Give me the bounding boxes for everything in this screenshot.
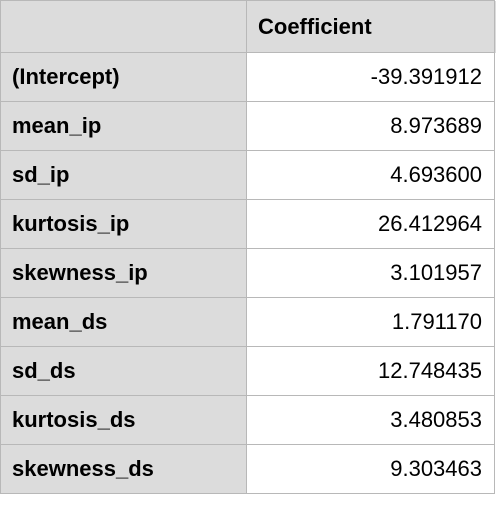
coefficient-value[interactable]: 1.791170 [246, 297, 495, 347]
row-label: (Intercept) [0, 52, 247, 102]
table-row[interactable]: (Intercept) -39.391912 [0, 52, 496, 102]
row-label: mean_ip [0, 101, 247, 151]
coefficient-value[interactable]: 3.480853 [246, 395, 495, 445]
coefficient-value[interactable]: 3.101957 [246, 248, 495, 298]
table-edge-cell [494, 101, 496, 151]
table-row[interactable]: sd_ip 4.693600 [0, 150, 496, 200]
table-row[interactable]: skewness_ip 3.101957 [0, 248, 496, 298]
coefficient-value[interactable]: 8.973689 [246, 101, 495, 151]
table-row[interactable]: kurtosis_ip 26.412964 [0, 199, 496, 249]
row-label: sd_ds [0, 346, 247, 396]
table-row[interactable]: skewness_ds 9.303463 [0, 444, 496, 494]
table-row[interactable]: kurtosis_ds 3.480853 [0, 395, 496, 445]
row-label: skewness_ds [0, 444, 247, 494]
table-row[interactable]: mean_ds 1.791170 [0, 297, 496, 347]
table-header: Coefficient [0, 0, 496, 53]
table-row[interactable]: sd_ds 12.748435 [0, 346, 496, 396]
row-label: kurtosis_ip [0, 199, 247, 249]
row-label: kurtosis_ds [0, 395, 247, 445]
table-edge-cell [494, 150, 496, 200]
table-edge-cell [494, 395, 496, 445]
coefficient-value[interactable]: 9.303463 [246, 444, 495, 494]
header-row: Coefficient [0, 0, 496, 53]
table-edge-cell [494, 346, 496, 396]
coefficient-value[interactable]: 12.748435 [246, 346, 495, 396]
row-label: skewness_ip [0, 248, 247, 298]
coefficient-table: Coefficient (Intercept) -39.391912 mean_… [0, 0, 496, 494]
table-edge-cell [494, 248, 496, 298]
row-label: sd_ip [0, 150, 247, 200]
table-edge-cell [494, 52, 496, 102]
table-row[interactable]: mean_ip 8.973689 [0, 101, 496, 151]
table-edge-cell [494, 0, 496, 53]
table-edge-cell [494, 199, 496, 249]
coefficient-value[interactable]: -39.391912 [246, 52, 495, 102]
row-label: mean_ds [0, 297, 247, 347]
coefficient-value[interactable]: 4.693600 [246, 150, 495, 200]
column-header-coefficient[interactable]: Coefficient [246, 0, 495, 53]
table-body: (Intercept) -39.391912 mean_ip 8.973689 … [0, 52, 496, 494]
corner-cell [0, 0, 247, 53]
table-edge-cell [494, 444, 496, 494]
coefficient-value[interactable]: 26.412964 [246, 199, 495, 249]
table-edge-cell [494, 297, 496, 347]
